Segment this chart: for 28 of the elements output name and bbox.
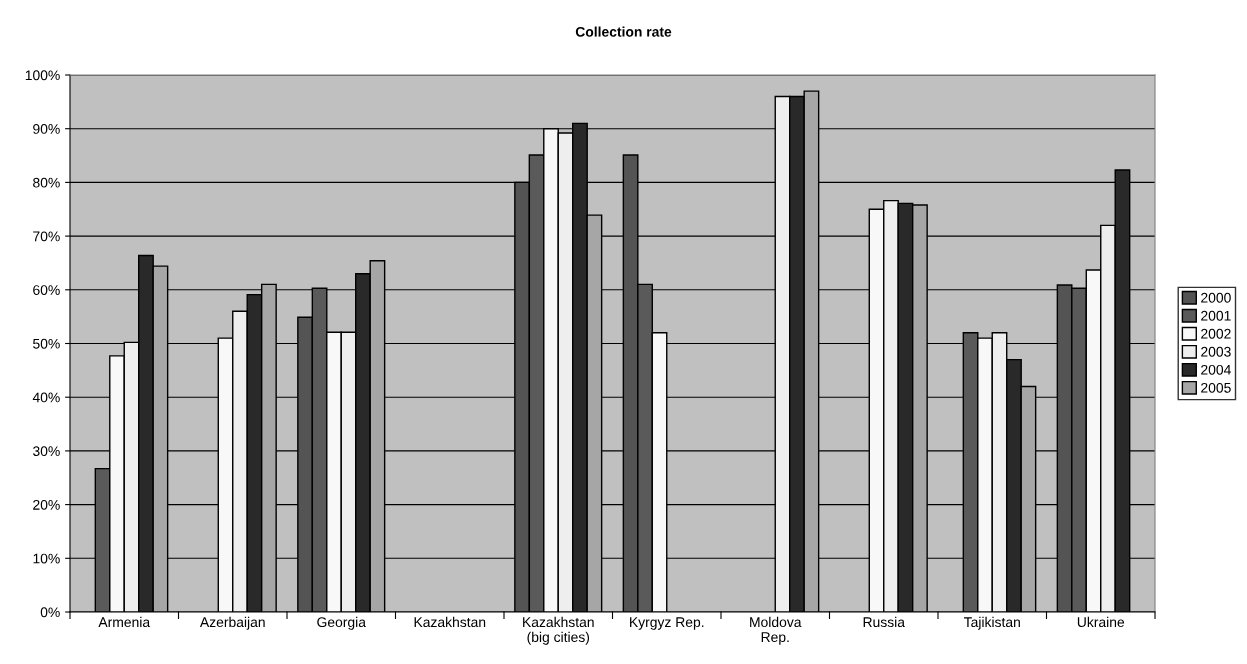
x-tick-label: Azerbaijan (199, 616, 265, 630)
y-tick-label: 40% (32, 392, 60, 403)
x-tick-label: Kazakhstan (414, 616, 486, 628)
y-tick-label: 60% (33, 285, 60, 295)
x-tick-label: Moldova Rep. (750, 616, 802, 645)
legend-label: 2005 (1201, 382, 1231, 393)
legend-label: 2002 (1201, 328, 1231, 339)
legend-label: 2000 (1201, 292, 1231, 303)
x-tick-label: Kazakhstan (big cities) (523, 616, 594, 645)
y-tick-label: 30% (33, 446, 60, 457)
legend-label: 2001 (1201, 310, 1231, 321)
x-tick-label: Russia (863, 616, 905, 628)
y-tick-label: 50% (33, 338, 60, 349)
y-tick-label: 80% (33, 177, 60, 188)
chart-title: Collection rate (575, 26, 672, 37)
y-tick-label: 100% (25, 70, 60, 81)
y-tick-label: 0% (40, 607, 60, 618)
x-tick-label: Ukraine (1077, 616, 1125, 628)
legend-label: 2004 (1201, 364, 1231, 375)
y-tick-label: 20% (33, 499, 60, 510)
y-tick-label: 10% (33, 553, 60, 564)
legend-label: 2003 (1201, 346, 1231, 357)
x-tick-label: Georgia (317, 616, 366, 630)
x-tick-label: Tajikistan (964, 616, 1020, 630)
y-tick-label: 70% (33, 231, 60, 242)
x-tick-label: Kyrgyz Rep. (630, 617, 704, 630)
x-tick-label: Armenia (98, 616, 151, 628)
y-tick-label: 90% (33, 124, 60, 134)
